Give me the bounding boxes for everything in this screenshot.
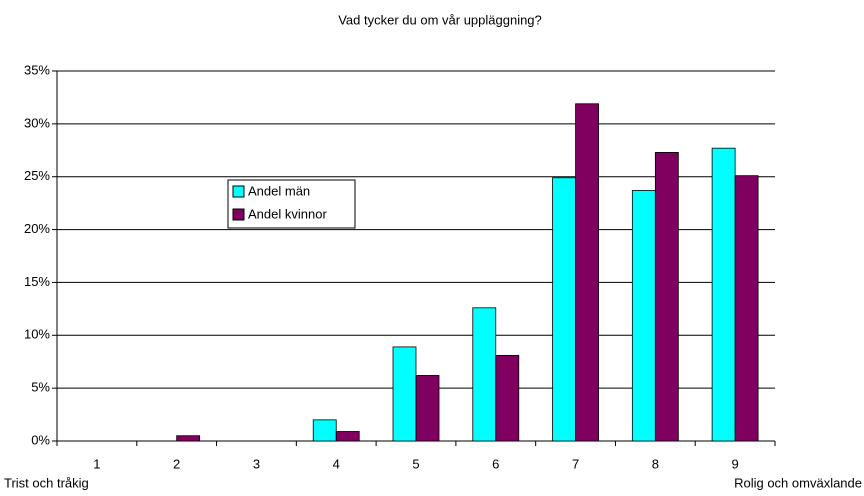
bar [415, 375, 440, 442]
legend-label: Andel kvinnor [248, 206, 327, 221]
bar [654, 151, 679, 442]
legend-label: Andel män [248, 183, 310, 198]
x-tick-label: 7 [572, 456, 579, 471]
y-tick-label: 0% [31, 432, 50, 447]
x-tick-label: 3 [253, 456, 260, 471]
bar [335, 431, 360, 442]
y-tick-label: 10% [24, 327, 50, 342]
y-tick-label: 25% [24, 168, 50, 183]
x-tick-label: 5 [412, 456, 419, 471]
bar [575, 103, 599, 442]
bar [312, 419, 337, 442]
bar [495, 354, 520, 442]
bar [734, 175, 759, 442]
x-tick-label: 8 [652, 456, 659, 471]
axis-annotation: Rolig och omväxlande [734, 475, 862, 490]
x-tick-label: 6 [492, 456, 499, 471]
x-tick-label: 9 [731, 456, 738, 471]
legend-swatch [232, 208, 245, 221]
chart-title: Vad tycker du om vår uppläggning? [338, 12, 542, 27]
bar [711, 147, 736, 442]
bar [176, 435, 201, 442]
y-tick-label: 35% [24, 62, 50, 77]
x-tick-label: 1 [93, 456, 100, 471]
legend-box [227, 179, 356, 229]
x-tick-label: 2 [173, 456, 180, 471]
x-tick-label: 4 [333, 456, 340, 471]
y-tick-label: 30% [24, 115, 50, 130]
axis-annotation: Trist och tråkig [4, 475, 89, 490]
bar [392, 346, 417, 442]
y-tick-label: 15% [24, 274, 50, 289]
bar [472, 307, 497, 442]
bar [631, 190, 656, 442]
y-tick-label: 20% [24, 221, 50, 236]
legend-swatch [232, 185, 245, 198]
y-tick-label: 5% [31, 380, 50, 395]
bar [552, 177, 576, 442]
